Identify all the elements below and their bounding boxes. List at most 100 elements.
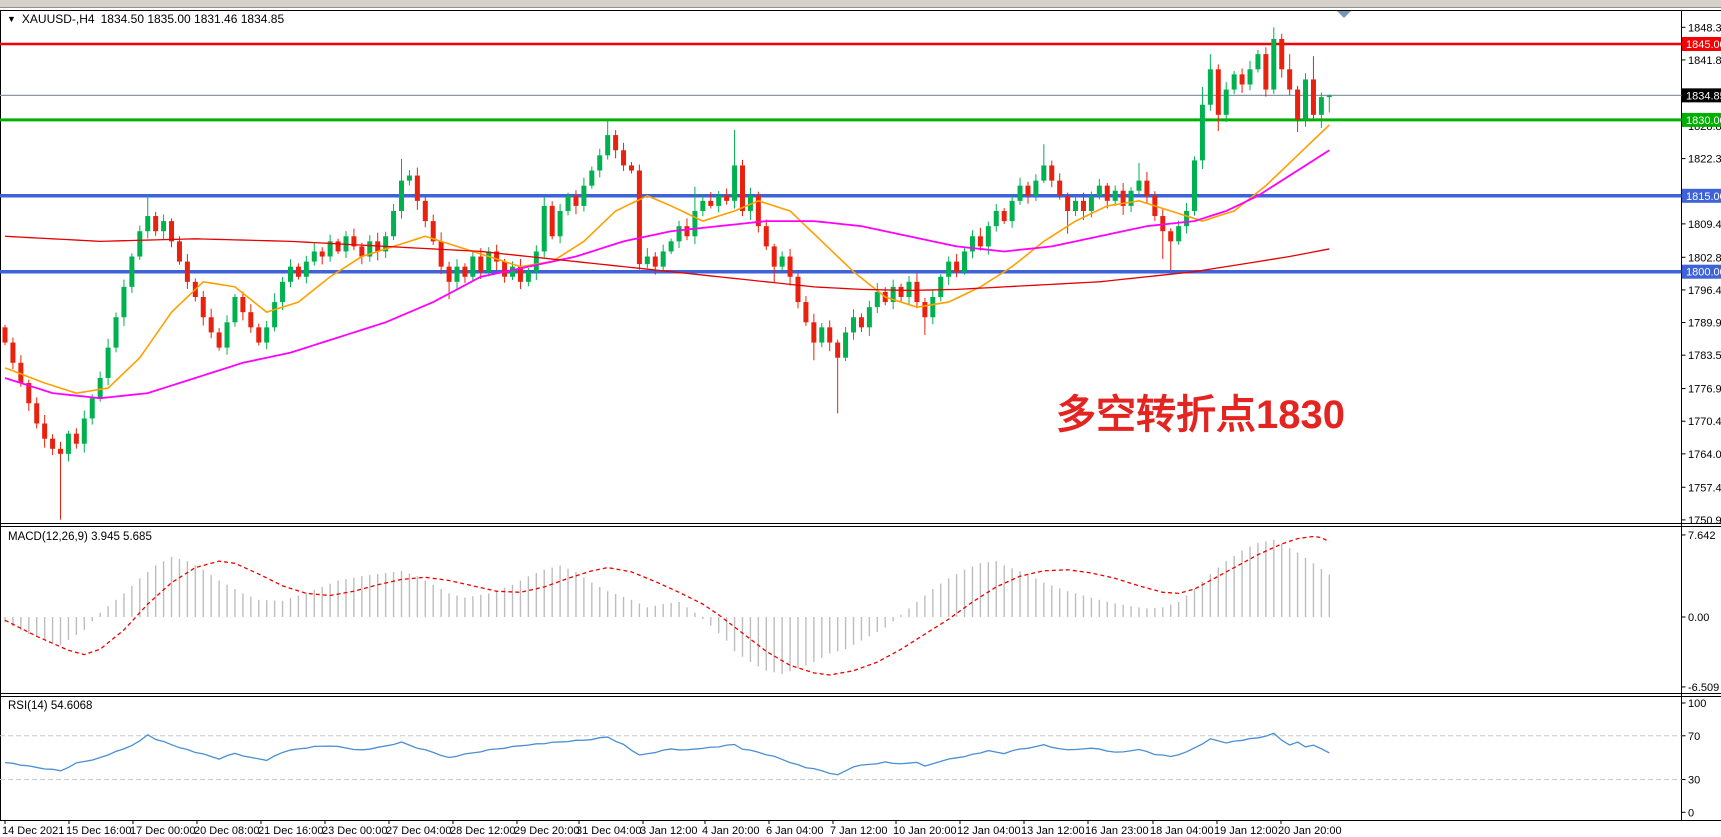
candle-body — [589, 170, 595, 186]
candle-body — [510, 266, 516, 277]
candle-body — [739, 165, 745, 211]
chart-shift-marker-icon[interactable] — [1337, 11, 1351, 18]
candle-body — [525, 271, 531, 282]
candle-body — [399, 180, 404, 211]
candle-body — [1057, 180, 1063, 196]
candle-body — [851, 317, 857, 333]
candle-body — [1263, 54, 1269, 90]
candle-body — [311, 251, 317, 262]
chart-title-symbol: XAUUSD-,H4 — [21, 12, 95, 26]
candle-body — [1049, 165, 1055, 181]
candle-body — [1033, 180, 1039, 196]
candle-body — [1255, 54, 1261, 70]
time-tick-label: 15 Dec 16:00 — [66, 825, 131, 837]
candle-body — [969, 236, 975, 252]
price-badge-label: 1815.00 — [1686, 191, 1721, 203]
candle-body — [628, 165, 634, 171]
candle-body — [26, 383, 32, 404]
chart-top-border — [0, 10, 1721, 11]
candle-body — [97, 377, 103, 399]
candle-body — [866, 307, 872, 328]
price-tick-label: 1783.50 — [1688, 350, 1721, 362]
candle-body — [105, 347, 111, 378]
candle-body — [58, 448, 64, 454]
candle-body — [2, 327, 8, 343]
candle-body — [597, 155, 603, 171]
candle-body — [732, 165, 738, 201]
time-tick-label: 27 Dec 04:00 — [386, 825, 451, 837]
candle-body — [224, 322, 230, 348]
rsi-indicator-label: RSI(14) 54.6068 — [8, 700, 93, 712]
candle-body — [605, 135, 611, 156]
candle-body — [18, 362, 24, 384]
price-tick-label: 1809.45 — [1688, 219, 1721, 231]
candle-body — [636, 170, 642, 265]
candle-body — [708, 200, 714, 206]
candle-body — [351, 236, 357, 247]
candle-body — [946, 261, 952, 277]
price-tick-label: 1796.40 — [1688, 285, 1721, 297]
candle-body — [454, 266, 460, 282]
candle-body — [1025, 185, 1031, 196]
candle-body — [1271, 38, 1277, 90]
chart-background — [0, 11, 1721, 820]
candle-body — [113, 317, 119, 348]
time-tick-label: 31 Dec 04:00 — [576, 825, 641, 837]
candle-body — [406, 175, 412, 181]
time-tick-label: 7 Jan 12:00 — [830, 825, 888, 837]
ma_orange-line — [4, 124, 1330, 394]
candle-body — [684, 226, 690, 237]
price-tick-label: 1789.95 — [1688, 318, 1721, 330]
candle-body — [1215, 69, 1221, 115]
candle-body — [1247, 69, 1253, 85]
candle-body — [1326, 95, 1332, 98]
candle-body — [1144, 180, 1150, 196]
candle-body — [930, 297, 936, 318]
candle-body — [1184, 210, 1190, 227]
symbol-dropdown-icon[interactable]: ▼ — [7, 14, 16, 24]
time-tick-label: 10 Jan 20:00 — [893, 825, 957, 837]
candle-body — [359, 246, 365, 257]
time-tick-label: 20 Dec 08:00 — [194, 825, 259, 837]
price-tick-label: 1770.45 — [1688, 416, 1721, 428]
candle-body — [1207, 69, 1213, 105]
rsi-line — [4, 732, 1330, 776]
candle-body — [280, 281, 286, 303]
candle-body — [264, 327, 270, 343]
ma_magenta-line — [4, 149, 1330, 400]
candle-body — [581, 185, 587, 206]
candle-body — [34, 403, 40, 424]
candle-body — [295, 266, 301, 277]
price-tick-label: 1848.30 — [1688, 22, 1721, 34]
candle-body — [835, 342, 841, 358]
candle-body — [1318, 97, 1324, 115]
candle-body — [922, 302, 928, 318]
candle-body — [843, 332, 849, 358]
candle-body — [1239, 74, 1245, 85]
time-tick-label: 3 Jan 12:00 — [640, 825, 698, 837]
candle-body — [803, 302, 809, 323]
candle-body — [89, 398, 95, 419]
macd-tick-label: 0.00 — [1688, 612, 1709, 624]
candle-body — [1176, 226, 1182, 242]
candle-body — [470, 256, 476, 277]
candle-body — [161, 221, 167, 232]
candle-body — [414, 175, 420, 201]
candle-body — [898, 286, 904, 297]
rsi-tick-label: 30 — [1688, 775, 1700, 787]
candle-body — [1295, 89, 1301, 120]
time-tick-label: 19 Jan 12:00 — [1214, 825, 1278, 837]
candle-body — [446, 266, 452, 282]
annotation-text: 多空转折点1830 — [1056, 393, 1345, 437]
candle-body — [914, 281, 920, 303]
candle-body — [517, 266, 523, 282]
candle-body — [779, 256, 785, 267]
price-tick-label: 1764.00 — [1688, 449, 1721, 461]
candle-body — [137, 231, 143, 257]
candle-body — [367, 241, 373, 257]
candle-body — [1128, 190, 1134, 206]
candle-body — [1279, 38, 1285, 70]
candle-body — [335, 241, 341, 252]
candle-body — [660, 251, 666, 267]
